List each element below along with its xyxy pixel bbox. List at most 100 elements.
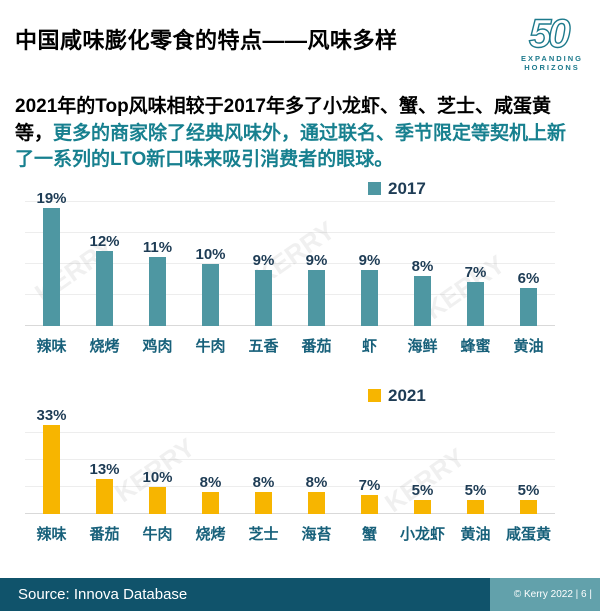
category-label: 牛肉 [195, 337, 226, 355]
bar [43, 424, 60, 514]
bar [255, 269, 272, 326]
bar [414, 500, 431, 514]
footer-bar: Source: Innova Database © Kerry 2022 | 6… [0, 578, 600, 611]
axis-baseline [25, 324, 555, 326]
bar-column: 8% [396, 258, 449, 326]
value-label: 8% [411, 257, 434, 275]
gridline [25, 200, 555, 202]
bar [96, 251, 113, 326]
gridline [25, 485, 555, 487]
value-label: 5% [411, 482, 434, 500]
logo-50-icon: 50 [528, 12, 574, 54]
value-label: 9% [358, 251, 381, 269]
category-label: 鸡肉 [142, 337, 173, 355]
bar-column: 9% [343, 252, 396, 326]
legend-swatch-2017 [368, 182, 381, 195]
gridline [25, 293, 555, 295]
bar-plot-2017: 19% 12% 11% 10% 9% 9% 9% 8% 7% 6% [25, 184, 555, 326]
chart-2021: 2021 33% 13% 10% 8% 8% 8% 7% 5% 5% 5% 辣味 番茄 牛肉 烧烤 芝士 海… [0, 386, 600, 544]
bar [520, 288, 537, 326]
category-label: 辣味 [36, 337, 67, 355]
chart-2017: 2017 19% 12% 11% 10% 9% 9% 9% 8% 7% 6% 辣味 烧烤 鸡肉 牛肉 五香… [0, 179, 600, 356]
gridline [25, 458, 555, 460]
category-label: 蜂蜜 [460, 337, 491, 355]
value-label: 9% [305, 251, 328, 269]
category-axis-2021: 辣味 番茄 牛肉 烧烤 芝士 海苔 蟹 小龙虾 黄油 咸蛋黄 [25, 514, 555, 544]
value-label: 7% [358, 476, 381, 494]
bar-plot-2021: 33% 13% 10% 8% 8% 8% 7% 5% 5% 5% [25, 386, 555, 514]
bar-column: 9% [290, 252, 343, 326]
bar-column: 8% [290, 474, 343, 514]
value-label: 19% [36, 189, 67, 207]
svg-text:50: 50 [529, 12, 570, 54]
bar-column: 10% [131, 469, 184, 514]
value-label: 8% [305, 474, 328, 492]
axis-baseline [25, 512, 555, 514]
bar [414, 275, 431, 326]
page-title: 中国咸味膨化零食的特点——风味多样 [15, 28, 398, 53]
bar-column: 7% [449, 264, 502, 326]
value-label: 33% [36, 406, 67, 424]
gridline [25, 231, 555, 233]
value-label: 8% [252, 474, 275, 492]
bar [308, 269, 325, 326]
gridline [25, 262, 555, 264]
category-label: 牛肉 [142, 525, 173, 543]
bar-column: 9% [237, 252, 290, 326]
intro-paragraph: 2021年的Top风味相较于2017年多了小龙虾、蟹、芝士、咸蛋黄等，更多的商家… [15, 94, 585, 174]
value-label: 5% [464, 482, 487, 500]
bar-column: 33% [25, 407, 78, 514]
value-label: 13% [89, 460, 120, 478]
value-label: 8% [199, 474, 222, 492]
category-axis-2017: 辣味 烧烤 鸡肉 牛肉 五香 番茄 虾 海鲜 蜂蜜 黄油 [25, 326, 555, 356]
bar [255, 492, 272, 514]
slide-header: 中国咸味膨化零食的特点——风味多样 50 EXPANDING HORIZONS [0, 0, 600, 72]
bar [149, 486, 166, 514]
category-label: 虾 [361, 337, 377, 355]
value-label: 7% [464, 264, 487, 282]
copyright-text: © Kerry 2022 | 6 | [513, 589, 592, 600]
legend-2017: 2017 [368, 179, 426, 199]
bar [361, 269, 378, 326]
legend-label-2021: 2021 [388, 385, 426, 405]
category-label: 辣味 [36, 525, 67, 543]
bar [361, 494, 378, 514]
category-label: 小龙虾 [399, 525, 445, 543]
category-label: 番茄 [301, 337, 332, 355]
legend-2021: 2021 [368, 386, 426, 406]
category-label: 海鲜 [407, 337, 438, 355]
gridline [25, 431, 555, 433]
value-label: 10% [195, 245, 226, 263]
category-label: 黄油 [513, 337, 544, 355]
logo-text-line2: HORIZONS [524, 63, 580, 72]
legend-swatch-2021 [368, 389, 381, 402]
bar [202, 263, 219, 326]
intro-text-black: 2021年的Top风味相较于2017年多了小龙虾、蟹、芝士、咸蛋黄等， [15, 96, 551, 144]
bar-column: 8% [237, 474, 290, 514]
category-label: 烧烤 [195, 525, 226, 543]
bar-column: 13% [78, 461, 131, 514]
value-label: 12% [89, 233, 120, 251]
category-label: 五香 [248, 337, 279, 355]
bar [467, 500, 484, 514]
bar-column: 19% [25, 190, 78, 326]
value-label: 11% [142, 239, 173, 257]
bar [43, 207, 60, 326]
value-label: 10% [142, 468, 173, 486]
kerry-50-logo: 50 EXPANDING HORIZONS [514, 12, 590, 72]
bar-column: 7% [343, 477, 396, 514]
bar-column: 6% [502, 270, 555, 326]
bar-column: 5% [502, 482, 555, 514]
intro-text-teal: 更多的商家除了经典风味外，通过联名、季节限定等契机上新了一系列的LTO新口味来吸… [15, 122, 567, 171]
category-label: 黄油 [460, 525, 491, 543]
category-label: 海苔 [301, 525, 332, 543]
value-label: 9% [252, 251, 275, 269]
bar-column: 8% [184, 474, 237, 514]
bar-column: 5% [396, 482, 449, 514]
category-label: 番茄 [89, 525, 120, 543]
bar [96, 478, 113, 514]
bar [308, 492, 325, 514]
bar-column: 5% [449, 482, 502, 514]
bar [520, 500, 537, 514]
